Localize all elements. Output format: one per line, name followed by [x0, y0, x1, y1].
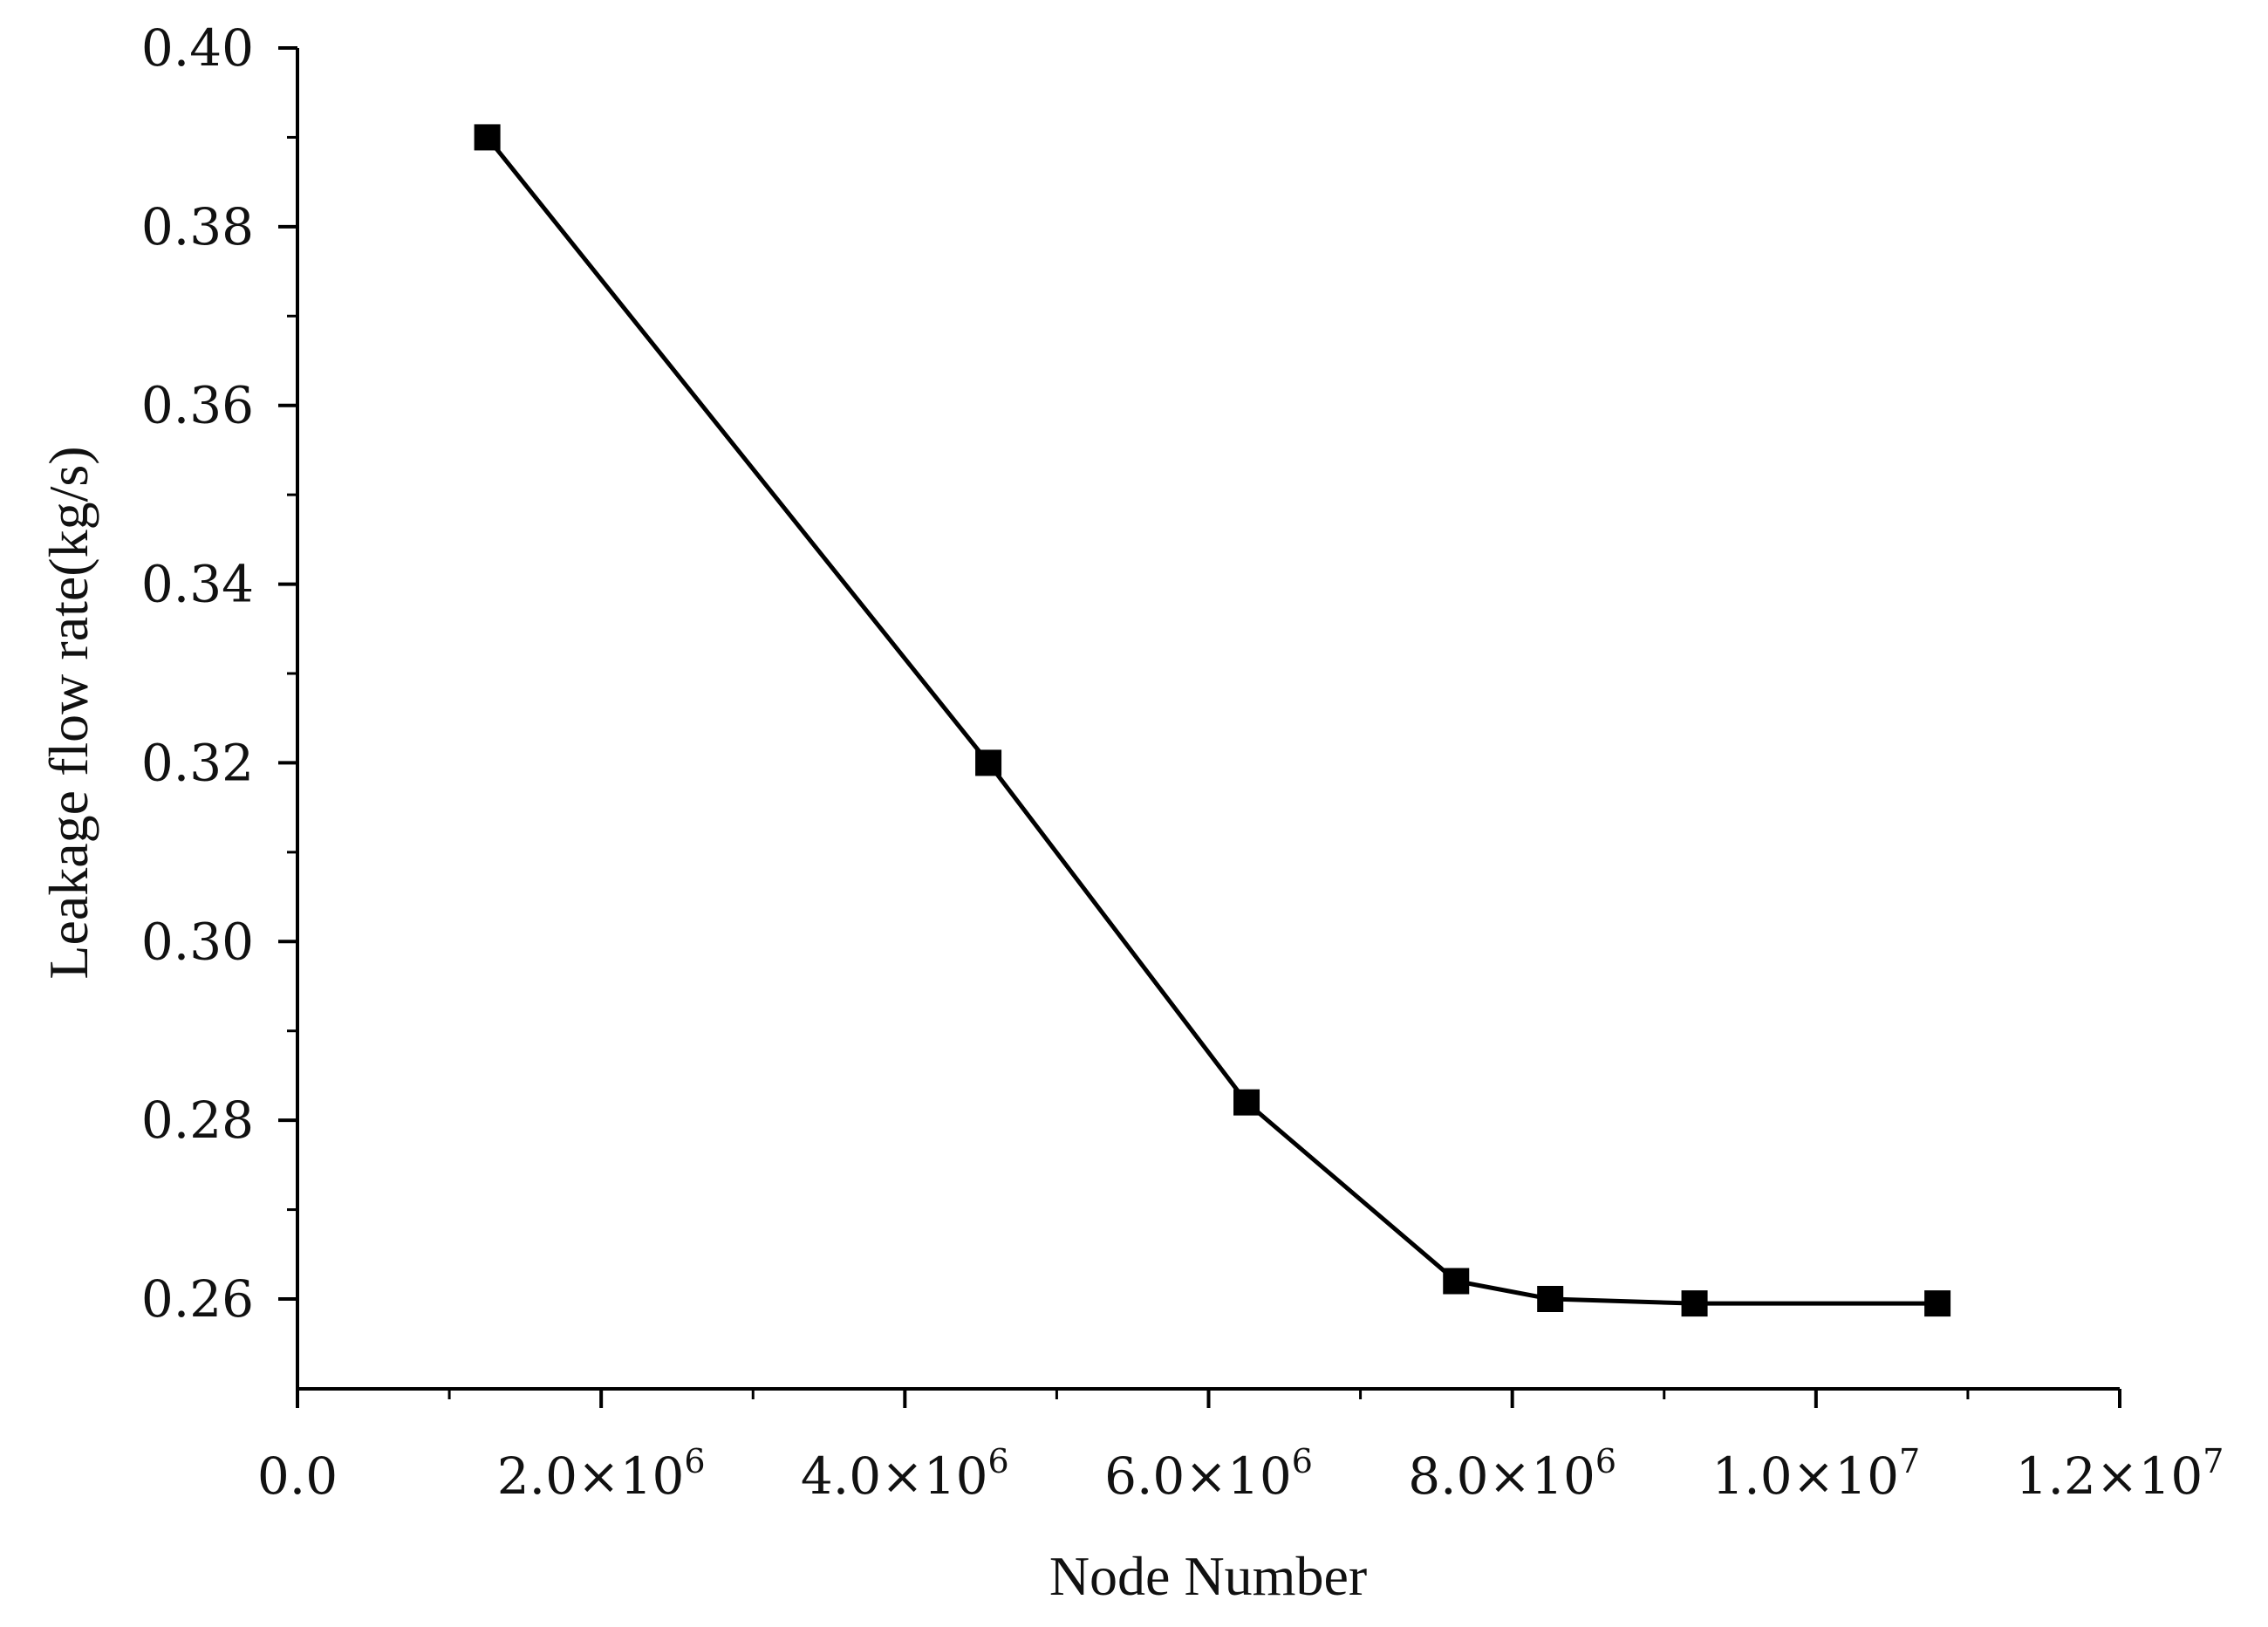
x-tick-label: 6.0×106 — [1104, 1442, 1313, 1506]
y-tick-label: 0.30 — [141, 912, 254, 971]
axes — [296, 48, 2120, 1391]
series-line — [485, 135, 1938, 1306]
data-point-marker — [1233, 1089, 1260, 1116]
x-tick-label: 8.0×106 — [1408, 1442, 1616, 1506]
y-tick-label: 0.36 — [141, 376, 254, 435]
data-point-marker — [1924, 1290, 1951, 1317]
y-tick-label: 0.32 — [141, 733, 254, 792]
y-tick-label: 0.26 — [141, 1269, 254, 1329]
x-tick-label: 0.0 — [257, 1446, 338, 1506]
x-tick-label: 4.0×106 — [801, 1442, 1009, 1506]
x-tick-label: 1.2×107 — [2016, 1442, 2224, 1506]
y-tick-label: 0.28 — [141, 1090, 254, 1150]
data-series — [474, 124, 1951, 1317]
x-tick-label: 2.0×106 — [497, 1442, 706, 1506]
y-tick-label: 0.38 — [141, 197, 254, 256]
x-tick-label: 1.0×107 — [1711, 1442, 1920, 1506]
axis-tick-labels: 0.26 0.28 0.30 0.32 0.34 0.36 0.38 0.40 0.0 2.0×1… — [141, 18, 2224, 1506]
data-point-marker — [1537, 1286, 1564, 1312]
data-point-marker — [975, 749, 1002, 776]
y-axis-title: Leakage flow rate(kg/s) — [38, 446, 99, 979]
x-axis-title: Node Number — [1049, 1545, 1367, 1607]
data-point-marker — [1443, 1268, 1470, 1295]
y-tick-label: 0.40 — [141, 18, 254, 78]
data-point-marker — [1681, 1290, 1708, 1317]
data-point-marker — [474, 124, 501, 151]
y-tick-label: 0.34 — [141, 555, 254, 614]
axis-ticks — [278, 46, 2121, 1408]
